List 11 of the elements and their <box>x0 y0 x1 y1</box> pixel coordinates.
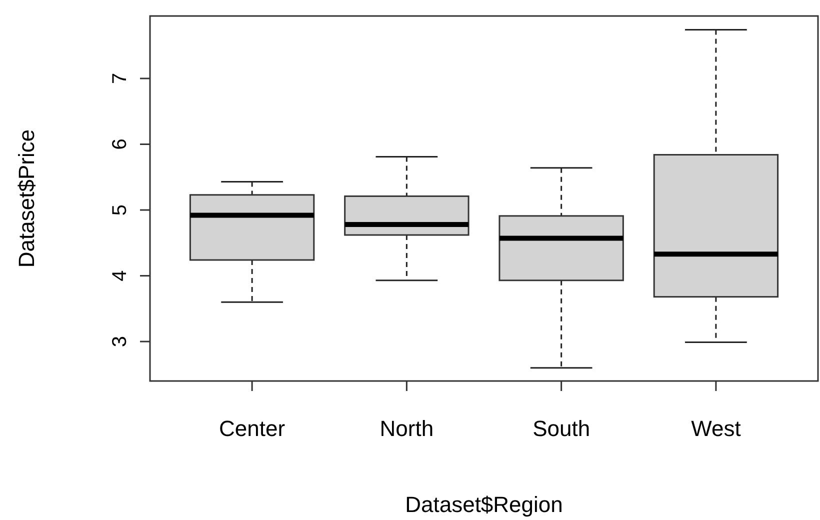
y-tick-label: 6 <box>109 138 131 150</box>
y-tick-label: 3 <box>109 336 131 348</box>
y-axis-title: Dataset$Price <box>14 129 39 268</box>
x-tick-label: South <box>532 416 590 441</box>
x-tick-label: Center <box>219 416 286 441</box>
x-tick-label: North <box>380 416 434 441</box>
y-tick-label: 7 <box>109 72 131 84</box>
x-tick-label: West <box>691 416 741 441</box>
y-tick-label: 5 <box>109 204 131 216</box>
x-axis-title: Dataset$Region <box>405 492 563 517</box>
y-tick-label: 4 <box>109 270 131 282</box>
